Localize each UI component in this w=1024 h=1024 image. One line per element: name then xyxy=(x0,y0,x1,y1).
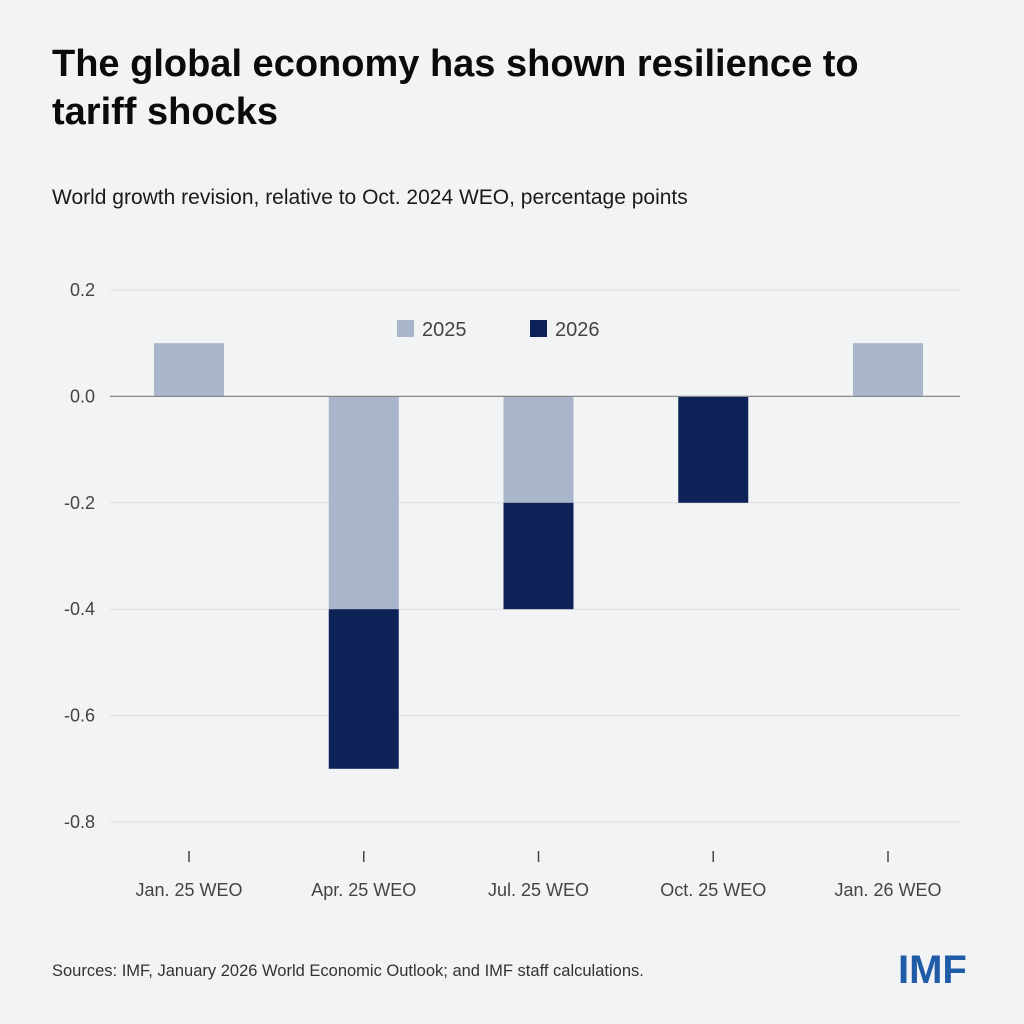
source-note: Sources: IMF, January 2026 World Economi… xyxy=(52,962,644,980)
bar-chart: 0.2 0.0 -0.2 -0.4 -0.6 -0.8 Jan. 25 WEO Apr. 2… xyxy=(64,280,960,900)
y-tick-label: 0.2 xyxy=(70,280,95,300)
x-tick-label: Apr. 25 WEO xyxy=(311,880,416,900)
bar-2026-3 xyxy=(678,396,749,503)
chart-subtitle: World growth revision, relative to Oct. … xyxy=(52,186,688,209)
bars xyxy=(154,343,923,769)
y-tick-label: 0.0 xyxy=(70,386,95,406)
chart-title: The global economy has shown resilience … xyxy=(52,43,859,133)
bar-2026-2 xyxy=(503,502,574,610)
bar-2025-0 xyxy=(154,343,224,397)
x-tick-label: Jan. 26 WEO xyxy=(834,880,941,900)
legend-swatch-2026 xyxy=(530,320,547,337)
bar-2025-2 xyxy=(503,396,574,503)
bar-2025-1 xyxy=(328,396,399,610)
x-axis-ticks: Jan. 25 WEO Apr. 25 WEO Jul. 25 WEO Oct. 25… xyxy=(135,851,942,900)
bar-2026-1 xyxy=(328,609,399,769)
legend-label-2026: 2026 xyxy=(555,319,600,341)
y-axis-ticks: 0.2 0.0 -0.2 -0.4 -0.6 -0.8 xyxy=(64,280,95,832)
y-tick-label: -0.2 xyxy=(64,493,95,513)
legend-swatch-2025 xyxy=(397,320,414,337)
y-tick-label: -0.6 xyxy=(64,706,95,726)
x-tick-label: Jul. 25 WEO xyxy=(488,880,589,900)
x-tick-label: Jan. 25 WEO xyxy=(135,880,242,900)
y-tick-label: -0.8 xyxy=(64,812,95,832)
y-tick-label: -0.4 xyxy=(64,599,95,619)
legend: 2025 2026 xyxy=(397,319,600,341)
imf-logo: IMF xyxy=(898,948,967,992)
legend-label-2025: 2025 xyxy=(422,319,467,341)
x-tick-label: Oct. 25 WEO xyxy=(660,880,766,900)
bar-2025-4 xyxy=(853,343,923,397)
